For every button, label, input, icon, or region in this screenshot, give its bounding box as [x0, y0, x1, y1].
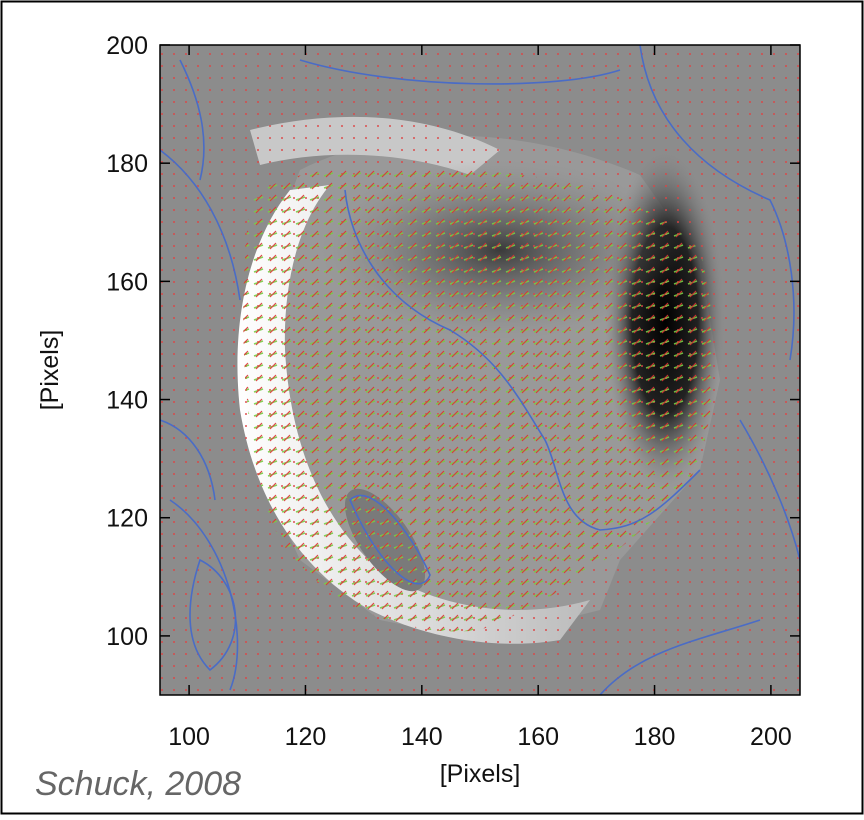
- y-tick-label: 200: [106, 32, 148, 60]
- plot-frame: [159, 44, 801, 696]
- image: [160, 45, 800, 695]
- y-axis-label: [Pixels]: [36, 330, 64, 411]
- x-tick-label: 120: [285, 723, 327, 751]
- x-tick-label: 180: [634, 723, 676, 751]
- y-tick-label: 180: [106, 150, 148, 178]
- x-tick-label: 200: [750, 723, 792, 751]
- x-tick-label: 140: [401, 723, 443, 751]
- y-tick-label: 120: [106, 505, 148, 533]
- y-tick-label: 160: [106, 268, 148, 296]
- y-tick-label: 140: [106, 387, 148, 415]
- y-tick-label: 100: [106, 623, 148, 651]
- annotation: Schuck, 2008: [35, 765, 241, 803]
- x-axis-label: [Pixels]: [440, 760, 521, 788]
- x-tick-label: 160: [517, 723, 559, 751]
- x-tick-label: 100: [168, 723, 210, 751]
